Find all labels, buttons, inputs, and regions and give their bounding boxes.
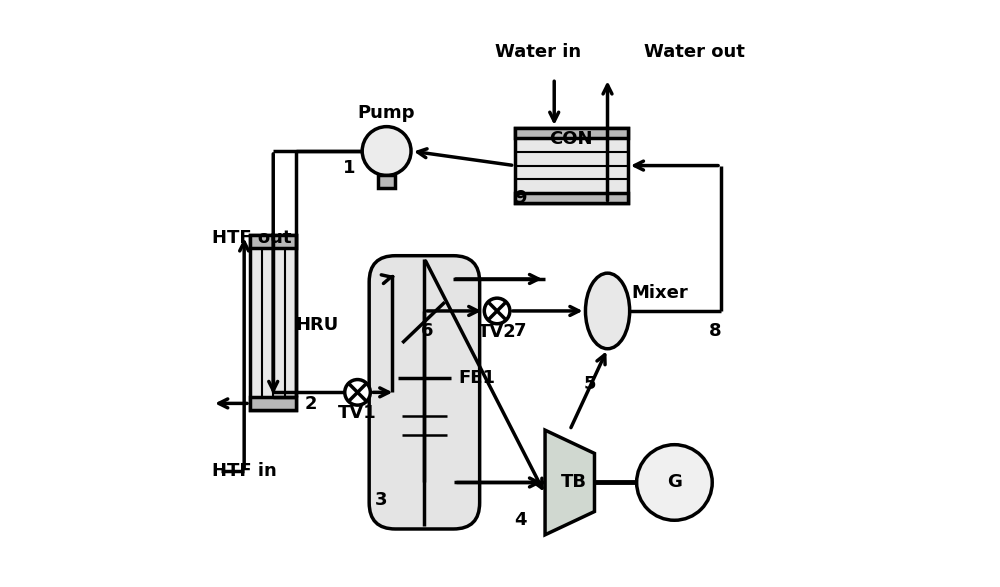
Text: 8: 8 [709,322,721,340]
Text: HTF in: HTF in [212,462,277,480]
Circle shape [362,127,411,176]
FancyBboxPatch shape [250,235,296,248]
Text: 2: 2 [305,395,317,413]
FancyBboxPatch shape [250,397,296,410]
Text: 7: 7 [514,322,527,340]
Text: Water in: Water in [495,43,581,61]
FancyBboxPatch shape [369,256,480,529]
Text: TV2: TV2 [478,323,516,342]
Ellipse shape [585,273,630,349]
Text: G: G [667,474,682,491]
Text: 1: 1 [343,160,355,177]
Text: CON: CON [549,130,593,149]
FancyBboxPatch shape [515,128,628,203]
FancyBboxPatch shape [250,235,296,410]
Text: 6: 6 [421,322,434,340]
FancyBboxPatch shape [515,193,628,203]
Text: HTF out: HTF out [212,230,292,247]
Circle shape [345,380,370,405]
Circle shape [637,445,712,520]
FancyBboxPatch shape [378,176,395,188]
FancyBboxPatch shape [515,128,628,139]
Text: TB: TB [561,474,587,491]
Text: 9: 9 [514,188,527,207]
Text: 4: 4 [514,511,527,529]
Text: 3: 3 [375,491,387,509]
Text: Mixer: Mixer [632,285,688,302]
Circle shape [484,298,510,324]
Text: Water out: Water out [644,43,745,61]
Polygon shape [545,430,594,535]
Text: HRU: HRU [295,316,338,335]
Text: 5: 5 [584,375,596,393]
Text: Pump: Pump [358,104,415,122]
Text: FE1: FE1 [458,369,495,387]
Text: TV1: TV1 [338,404,377,421]
